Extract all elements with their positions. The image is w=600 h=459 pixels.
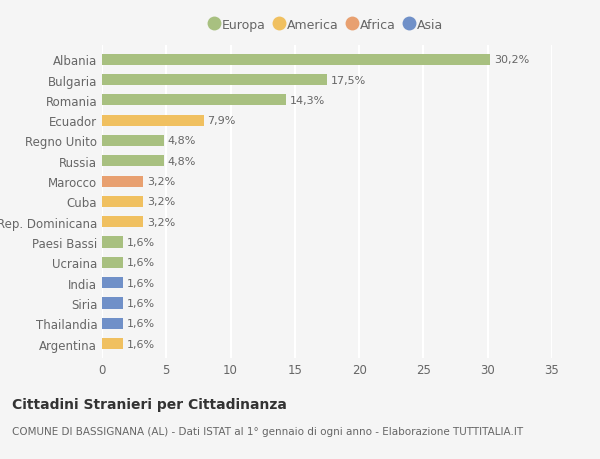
Bar xyxy=(102,55,490,66)
Bar xyxy=(102,95,286,106)
Text: 1,6%: 1,6% xyxy=(127,258,155,268)
Bar xyxy=(102,217,143,228)
Bar xyxy=(102,176,143,187)
Bar xyxy=(102,156,164,167)
Legend: Europa, America, Africa, Asia: Europa, America, Africa, Asia xyxy=(206,14,448,37)
Bar xyxy=(102,277,122,289)
Text: Cittadini Stranieri per Cittadinanza: Cittadini Stranieri per Cittadinanza xyxy=(12,397,287,411)
Bar xyxy=(102,257,122,269)
Text: 1,6%: 1,6% xyxy=(127,237,155,247)
Text: 1,6%: 1,6% xyxy=(127,339,155,349)
Bar xyxy=(102,237,122,248)
Bar xyxy=(102,135,164,147)
Bar xyxy=(102,338,122,349)
Text: COMUNE DI BASSIGNANA (AL) - Dati ISTAT al 1° gennaio di ogni anno - Elaborazione: COMUNE DI BASSIGNANA (AL) - Dati ISTAT a… xyxy=(12,426,523,436)
Text: 3,2%: 3,2% xyxy=(147,217,175,227)
Text: 30,2%: 30,2% xyxy=(494,55,529,65)
Text: 1,6%: 1,6% xyxy=(127,298,155,308)
Text: 14,3%: 14,3% xyxy=(290,95,325,106)
Text: 1,6%: 1,6% xyxy=(127,319,155,329)
Text: 7,9%: 7,9% xyxy=(208,116,236,126)
Bar xyxy=(102,196,143,207)
Bar xyxy=(102,318,122,329)
Text: 1,6%: 1,6% xyxy=(127,278,155,288)
Text: 17,5%: 17,5% xyxy=(331,75,366,85)
Text: 3,2%: 3,2% xyxy=(147,197,175,207)
Text: 4,8%: 4,8% xyxy=(167,157,196,167)
Bar xyxy=(102,298,122,309)
Text: 3,2%: 3,2% xyxy=(147,177,175,187)
Bar xyxy=(102,75,327,86)
Bar xyxy=(102,115,203,127)
Text: 4,8%: 4,8% xyxy=(167,136,196,146)
